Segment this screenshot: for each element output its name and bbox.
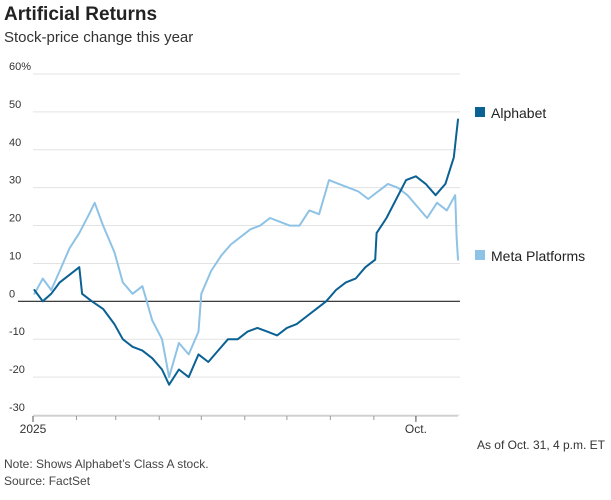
y-tick-label: -10 bbox=[9, 326, 25, 338]
x-tick-label: 2025 bbox=[20, 422, 47, 436]
x-tick-label: Oct. bbox=[405, 422, 427, 436]
y-tick-label: 40 bbox=[9, 137, 21, 149]
alphabet-line bbox=[33, 118, 459, 386]
alphabet-legend-swatch bbox=[475, 107, 485, 117]
note-text: Note: Shows Alphabet’s Class A stock. bbox=[4, 457, 209, 471]
meta-legend-label: Meta Platforms bbox=[491, 248, 585, 264]
legend: Alphabet Meta Platforms bbox=[475, 105, 585, 264]
y-tick-label: -30 bbox=[9, 402, 25, 414]
y-tick-label: 20 bbox=[9, 213, 21, 225]
meta-legend-swatch bbox=[475, 250, 485, 260]
as-of-timestamp: As of Oct. 31, 4 p.m. ET bbox=[476, 438, 605, 452]
alphabet-legend-label: Alphabet bbox=[491, 105, 546, 121]
footnote: Note: Shows Alphabet’s Class A stock. So… bbox=[4, 456, 209, 490]
y-tick-label: 30 bbox=[9, 175, 21, 187]
y-axis-ticks: 60% 50 40 30 20 10 0 -10 -20 -30 bbox=[9, 61, 31, 414]
y-tick-label: 10 bbox=[9, 250, 21, 262]
gridlines bbox=[18, 73, 460, 416]
x-axis: 2025 Oct. bbox=[20, 415, 458, 436]
chart-subtitle: Stock-price change this year bbox=[4, 29, 194, 46]
source-text: Source: FactSet bbox=[4, 474, 91, 488]
y-tick-label: 60% bbox=[9, 61, 31, 73]
y-tick-label: 0 bbox=[9, 288, 15, 300]
y-tick-label: 50 bbox=[9, 99, 21, 111]
series-lines bbox=[33, 118, 459, 386]
y-tick-label: -20 bbox=[9, 364, 25, 376]
meta-platforms-line bbox=[33, 179, 459, 379]
chart-title: Artificial Returns bbox=[4, 4, 158, 25]
